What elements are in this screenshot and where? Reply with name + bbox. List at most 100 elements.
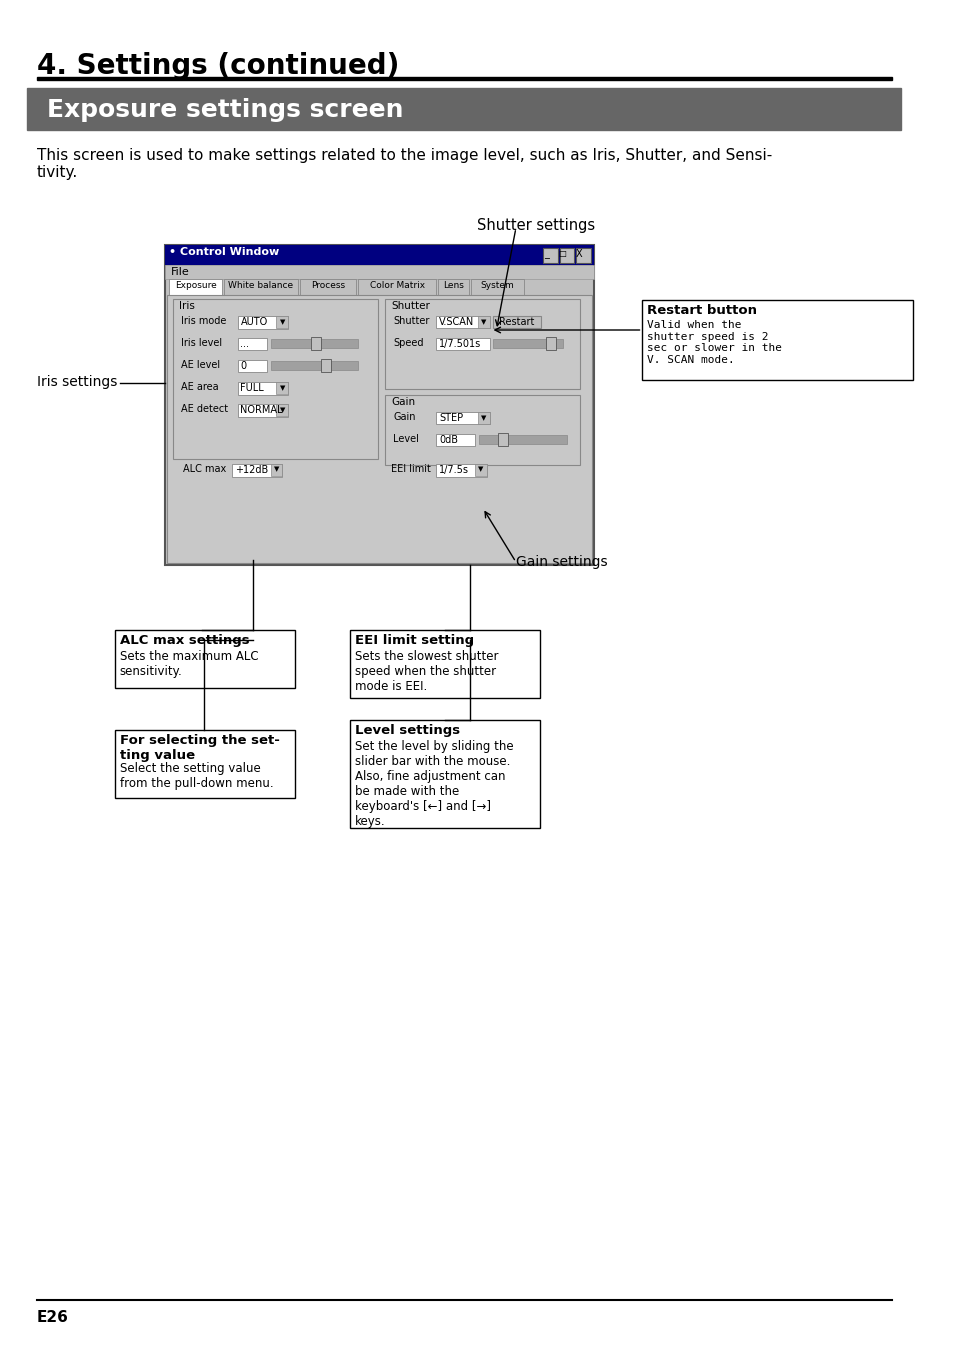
Bar — [114, 730, 294, 798]
Text: ▼: ▼ — [480, 319, 486, 324]
Bar — [237, 404, 288, 416]
Text: Shutter: Shutter — [393, 316, 429, 326]
Text: 4. Settings (continued): 4. Settings (continued) — [37, 51, 399, 80]
Bar — [436, 316, 489, 329]
Bar — [224, 279, 297, 295]
Text: ▼: ▼ — [480, 415, 486, 420]
Text: Gain settings: Gain settings — [516, 556, 607, 569]
Text: Process: Process — [311, 281, 345, 289]
Bar — [237, 338, 267, 350]
Bar — [576, 247, 590, 264]
Text: □: □ — [558, 249, 566, 258]
Text: Valid when the
shutter speed is 2
sec or slower in the
V. SCAN mode.: Valid when the shutter speed is 2 sec or… — [647, 320, 781, 365]
Text: Gain: Gain — [393, 412, 416, 422]
Text: ALC max settings: ALC max settings — [120, 634, 249, 648]
Text: AE detect: AE detect — [181, 404, 228, 414]
Text: • Control Window: • Control Window — [170, 247, 279, 257]
Text: Shutter settings: Shutter settings — [476, 218, 595, 233]
Text: ▼: ▼ — [279, 319, 285, 324]
Text: Set the level by sliding the
slider bar with the mouse.
Also, fine adjustment ca: Set the level by sliding the slider bar … — [355, 740, 514, 827]
Text: Sets the maximum ALC
sensitivity.: Sets the maximum ALC sensitivity. — [120, 650, 258, 677]
Text: 0: 0 — [240, 361, 246, 370]
Text: X: X — [576, 249, 582, 260]
Bar — [28, 88, 901, 130]
Text: ALC max: ALC max — [183, 464, 226, 475]
Text: 1/7.5s: 1/7.5s — [438, 465, 469, 475]
Bar — [477, 412, 489, 425]
Text: This screen is used to make settings related to the image level, such as Iris, S: This screen is used to make settings rel… — [37, 147, 771, 180]
Text: Iris mode: Iris mode — [181, 316, 226, 326]
Bar — [232, 464, 282, 477]
Bar — [542, 247, 558, 264]
Bar — [271, 464, 282, 476]
Bar — [276, 316, 288, 329]
Bar — [114, 630, 294, 688]
Bar — [350, 630, 539, 698]
Text: Level settings: Level settings — [355, 725, 460, 737]
Text: Exposure settings screen: Exposure settings screen — [47, 97, 403, 122]
Text: White balance: White balance — [228, 281, 294, 289]
Bar — [492, 339, 562, 347]
Text: Lens: Lens — [443, 281, 463, 289]
Text: Select the setting value
from the pull-down menu.: Select the setting value from the pull-d… — [120, 763, 274, 790]
Text: Iris settings: Iris settings — [37, 375, 117, 389]
Text: For selecting the set-
ting value: For selecting the set- ting value — [120, 734, 279, 763]
Text: Speed: Speed — [393, 338, 423, 347]
Bar — [497, 433, 508, 446]
Text: 1/7.501s: 1/7.501s — [438, 339, 480, 349]
Text: Sets the slowest shutter
speed when the shutter
mode is EEI.: Sets the slowest shutter speed when the … — [355, 650, 498, 694]
Bar — [559, 247, 574, 264]
Text: EEI limit: EEI limit — [391, 464, 431, 475]
Bar — [357, 279, 436, 295]
Text: AE area: AE area — [181, 383, 218, 392]
Bar — [165, 265, 593, 279]
Bar — [321, 360, 331, 372]
Bar — [385, 395, 579, 465]
Text: +12dB: +12dB — [234, 465, 268, 475]
Bar — [436, 338, 489, 350]
Text: ...: ... — [240, 339, 249, 349]
Text: Gain: Gain — [391, 397, 415, 407]
Text: NORMAL: NORMAL — [240, 406, 283, 415]
Text: E26: E26 — [37, 1310, 69, 1325]
Text: 0dB: 0dB — [438, 435, 457, 445]
Bar — [477, 316, 489, 329]
Bar — [545, 337, 556, 350]
Text: Iris: Iris — [179, 301, 194, 311]
Bar — [237, 383, 288, 395]
Text: ▼: ▼ — [477, 466, 483, 472]
Text: ▼: ▼ — [274, 466, 279, 472]
Bar — [165, 245, 593, 565]
Bar — [475, 464, 486, 476]
Bar — [385, 299, 579, 389]
Bar — [641, 300, 912, 380]
Bar — [436, 412, 489, 425]
Text: Shutter: Shutter — [391, 301, 430, 311]
Text: _: _ — [543, 249, 548, 260]
Text: Level: Level — [393, 434, 418, 443]
Text: ▼: ▼ — [279, 407, 285, 412]
Text: AUTO: AUTO — [240, 316, 268, 327]
Text: Color Matrix: Color Matrix — [369, 281, 424, 289]
Bar — [492, 316, 540, 329]
Bar — [312, 337, 321, 350]
Bar — [437, 279, 469, 295]
Bar — [276, 383, 288, 393]
Bar — [237, 360, 267, 372]
Bar — [271, 361, 357, 370]
Bar — [436, 434, 475, 446]
Text: STEP: STEP — [438, 412, 462, 423]
Text: ▼: ▼ — [279, 385, 285, 391]
Bar — [436, 464, 486, 477]
Text: Iris level: Iris level — [181, 338, 222, 347]
Text: AE level: AE level — [181, 360, 220, 370]
Bar — [276, 404, 288, 416]
Bar — [173, 299, 377, 458]
Text: V.SCAN: V.SCAN — [438, 316, 474, 327]
Bar — [165, 245, 593, 265]
Bar — [271, 339, 357, 347]
Text: Restart: Restart — [498, 316, 534, 327]
Bar — [170, 279, 222, 295]
Bar — [299, 279, 355, 295]
Bar — [350, 721, 539, 827]
